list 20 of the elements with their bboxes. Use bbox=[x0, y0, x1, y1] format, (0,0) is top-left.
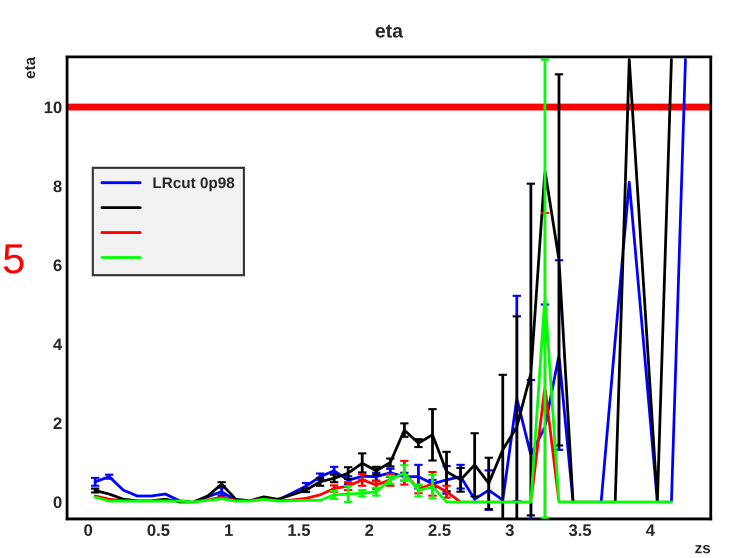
y-tick-label: 4 bbox=[53, 338, 62, 350]
x-tick-label: 0.5 bbox=[148, 524, 170, 536]
x-tick-label: 3 bbox=[506, 524, 514, 536]
y-tick-label: 0 bbox=[54, 496, 62, 508]
x-tick-label: 1 bbox=[225, 524, 233, 536]
x-tick-label: 2.5 bbox=[428, 524, 451, 536]
y-axis-title: eta bbox=[24, 56, 36, 78]
y-tick-label: 6 bbox=[54, 259, 62, 272]
x-tick-label: 2 bbox=[365, 524, 374, 536]
legend-label: LRcut 0p98 bbox=[153, 177, 234, 192]
chart-title: eta bbox=[376, 24, 404, 38]
text: 5 bbox=[4, 244, 24, 274]
y-tick-label: 2 bbox=[54, 417, 62, 430]
x-tick-label: 3.5 bbox=[568, 524, 592, 536]
x-tick-label: 1.5 bbox=[288, 524, 310, 536]
y-tick-label: 8 bbox=[53, 180, 62, 192]
x-tick-label: 0 bbox=[84, 524, 92, 536]
y-tick-label: 10 bbox=[44, 101, 62, 114]
x-tick-label: 4 bbox=[646, 524, 655, 536]
x-axis-title: zs bbox=[695, 544, 710, 554]
